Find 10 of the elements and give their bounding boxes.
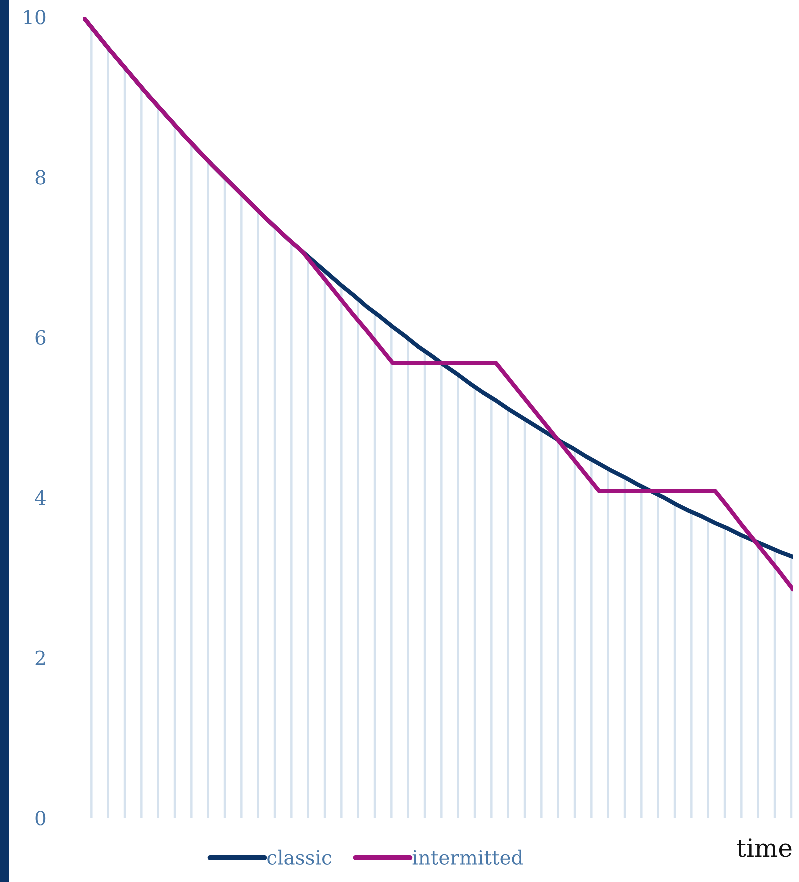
y-tick-label: 10 [24, 10, 46, 25]
y-tick-label: 2 [36, 650, 45, 666]
y-tick-label: 8 [36, 170, 46, 185]
legend-label: classic [268, 850, 332, 865]
y-tick-label: 6 [36, 330, 46, 346]
x-axis-title: time [737, 838, 792, 858]
line-series [83, 17, 793, 591]
y-tick-label: 4 [35, 490, 46, 505]
y-tick-label: 0 [36, 810, 46, 826]
legend-label: intermitted [412, 850, 524, 865]
